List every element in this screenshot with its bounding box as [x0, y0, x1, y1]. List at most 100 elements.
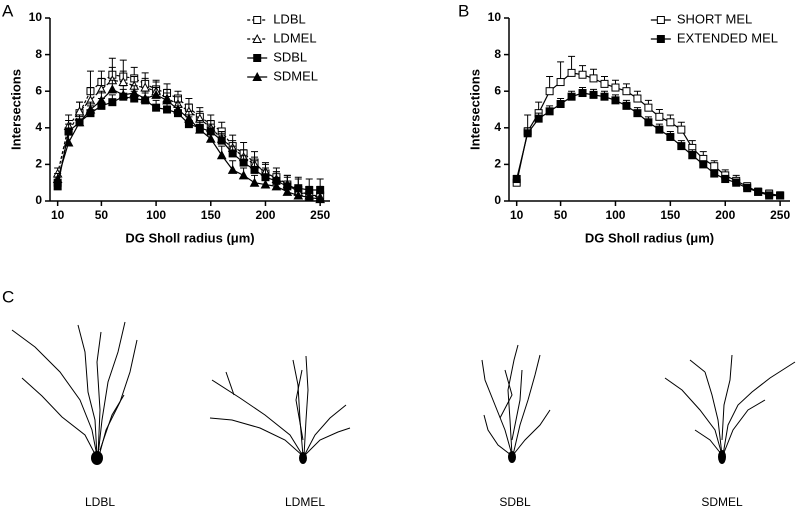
legend: SHORT MEL EXTENDED MEL [650, 11, 778, 45]
marker [644, 118, 653, 127]
marker [567, 68, 576, 77]
y-tick-label: 0 [35, 193, 42, 207]
marker [74, 117, 85, 127]
legend-marker [253, 54, 262, 62]
x-tick-label: 150 [660, 208, 680, 222]
marker [710, 162, 719, 171]
y-tick-label: 4 [494, 120, 501, 134]
x-tick-label: 250 [770, 208, 790, 222]
marker [282, 186, 293, 196]
x-tick-label: 50 [554, 208, 568, 222]
marker [523, 129, 532, 138]
marker [162, 95, 172, 105]
legend-label: SHORT MEL [677, 11, 752, 26]
marker [195, 124, 205, 134]
marker [699, 160, 708, 169]
marker [140, 93, 150, 103]
marker [545, 87, 554, 96]
legend-label: SDBL [273, 49, 307, 64]
marker [53, 182, 62, 191]
marker [677, 125, 686, 134]
marker [545, 107, 554, 116]
series [512, 87, 785, 200]
marker [293, 190, 304, 200]
marker [633, 109, 642, 118]
marker [589, 90, 598, 99]
marker [184, 113, 194, 123]
marker [710, 169, 719, 178]
legend-label: LDMEL [273, 30, 316, 45]
marker [600, 79, 609, 88]
neuron-label: SDBL [499, 495, 531, 508]
marker [600, 92, 609, 101]
neuron-drawing [209, 355, 351, 464]
marker [677, 142, 686, 151]
y-tick-label: 6 [35, 83, 42, 97]
y-tick-label: 4 [35, 120, 42, 134]
y-tick-label: 8 [35, 47, 42, 61]
marker [216, 150, 227, 160]
marker [589, 74, 598, 83]
marker [754, 187, 763, 196]
marker [228, 149, 237, 158]
marker [611, 83, 620, 92]
y-tick-label: 10 [488, 10, 502, 24]
y-tick-label: 8 [494, 47, 501, 61]
marker [249, 177, 260, 187]
x-axis-title: DG Sholl radius (μm) [585, 230, 714, 245]
x-tick-label: 200 [255, 208, 275, 222]
series [512, 55, 785, 200]
y-axis-title: Intersections [467, 69, 482, 150]
marker [688, 151, 697, 160]
neuron-label: LDBL [85, 495, 115, 508]
x-tick-label: 50 [95, 208, 109, 222]
series [52, 79, 325, 204]
marker [776, 191, 785, 200]
neuron-drawing [664, 354, 796, 464]
x-tick-label: 100 [605, 208, 625, 222]
marker [260, 179, 271, 189]
legend-marker [253, 16, 262, 24]
marker [622, 87, 631, 96]
marker [578, 70, 587, 79]
marker [666, 132, 675, 141]
marker [644, 103, 653, 112]
panel-label: B [458, 1, 469, 20]
marker [666, 118, 675, 127]
marker [622, 101, 631, 110]
marker [85, 104, 96, 114]
marker [315, 194, 325, 204]
legend-label: EXTENDED MEL [677, 30, 778, 45]
y-tick-label: 6 [494, 83, 501, 97]
marker [765, 191, 774, 200]
marker [96, 95, 107, 105]
x-tick-label: 200 [715, 208, 735, 222]
marker [227, 164, 238, 174]
marker [52, 173, 63, 184]
marker [567, 92, 576, 101]
x-tick-label: 250 [310, 208, 330, 222]
y-tick-label: 0 [494, 193, 501, 207]
x-axis-title: DG Sholl radius (μm) [125, 230, 254, 245]
marker [611, 96, 620, 105]
neuron-drawing [11, 321, 138, 465]
marker [107, 84, 118, 94]
marker [316, 186, 325, 195]
marker [721, 175, 730, 184]
legend-marker [252, 33, 263, 43]
axes: 0 2 4 6 8 10 10 50 100 150 200 250 DG Sholl radius (… [467, 10, 790, 245]
axes: 0 2 4 6 8 10 10 50 100 150 200 250 DG Sholl radius (… [8, 10, 330, 245]
marker [633, 94, 642, 103]
marker [271, 181, 282, 191]
marker [743, 184, 752, 193]
x-tick-label: 150 [201, 208, 221, 222]
marker [129, 87, 140, 98]
x-tick-label: 10 [51, 208, 65, 222]
legend: LDBL LDMEL SDBL SDMEL [247, 11, 318, 83]
neuron-label: LDMEL [285, 495, 325, 508]
marker [151, 89, 161, 99]
legend-label: SDMEL [273, 68, 318, 83]
marker [556, 78, 565, 87]
marker [163, 105, 172, 114]
